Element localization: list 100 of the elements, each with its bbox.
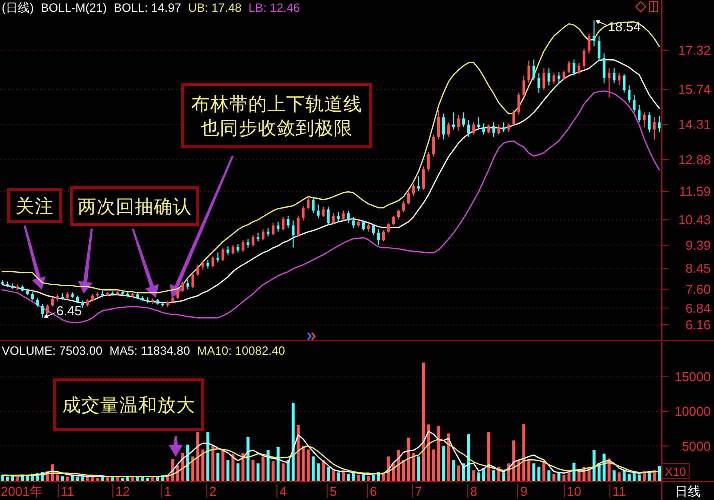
x-tick-label: 10 [567,484,582,499]
bar [372,474,376,481]
bar [91,478,94,481]
bar [548,470,551,481]
bar [26,476,30,481]
bar [1,475,4,481]
note: 关注 [8,188,62,224]
line-series [2,22,660,294]
note: 两次回抽确认 [70,186,200,226]
bar [442,446,446,481]
legend-title: BOLL-M(21) [41,1,108,15]
bar [282,464,285,482]
text: MA10: 10082.40 [197,344,286,358]
x-tick-label: 11 [612,484,626,499]
bar [492,470,496,481]
bar [332,470,336,481]
bar [402,460,406,481]
y-tick-label: 9.39 [686,238,711,254]
bar [6,476,10,481]
bar [76,478,80,481]
bar [246,437,250,481]
bar [638,474,641,481]
y-tick-label: 11.59 [679,184,711,200]
x-tick-label: 5 [330,484,338,499]
annotation: 关注 [16,196,54,217]
bar [412,453,416,481]
bar [316,464,320,482]
bar [477,472,480,481]
bar [222,450,225,481]
bar [16,478,20,481]
bar [422,362,426,481]
bar [322,460,325,481]
bar [216,453,220,481]
bar [427,424,430,481]
x-tick-label: 11 [60,484,74,499]
bar [141,478,144,481]
text: LB: 12.46 [248,1,300,15]
bar [628,474,631,481]
line-series [2,90,660,324]
chart-title: (日线) [2,1,34,15]
bar [612,470,616,481]
bar [206,432,210,481]
y-tick-label: 10000 [674,404,711,419]
x-tick-label: 7 [415,484,422,499]
bar [522,424,526,481]
bar [648,473,651,481]
bar [592,450,596,481]
text: BOLL: 14.97 [114,1,182,15]
bar [357,475,360,481]
bar [432,450,436,481]
x-tick-label: 1 [164,484,172,499]
x-tick-label: 9 [520,484,528,499]
bar [296,425,300,481]
bar [96,478,100,481]
y-tick-label: 7.60 [686,282,711,298]
bar [382,474,386,481]
bar [528,460,531,481]
bar [487,432,490,481]
annotation: 成交量温和放大 [62,394,196,416]
bar [326,467,330,481]
bar [272,462,275,481]
y-tick-label: 6.84 [686,300,711,316]
bar [472,470,476,481]
bar [292,403,295,481]
bar [242,453,245,481]
bar [256,464,260,482]
x-tick-label: 12 [116,484,130,499]
bar [562,475,566,481]
bar [502,472,506,481]
y-tick-label: 15.74 [678,82,711,97]
bar [106,478,110,481]
x-axis-title: 日线 [675,484,701,499]
bar [362,474,366,481]
bar [532,464,536,482]
x-tick-label: 2 [210,484,217,499]
bar [482,468,486,481]
bar [542,462,546,481]
bar [568,472,571,481]
bar [116,478,120,481]
bar [538,467,541,481]
bar [407,438,410,481]
bar [71,475,74,481]
bar [61,476,64,481]
x-tick-label: 2001年 [1,484,43,499]
x-tick-label: 4 [280,484,287,499]
y-tick-label: 17.32 [678,43,711,58]
y-axis-title: X10 [665,465,687,479]
note: 布林带的上下轨道线也同步收敛到极限 [182,84,372,148]
annotation: 布林带的上下轨道线也同步收敛到极限 [192,94,362,139]
bar [262,456,265,481]
chart-title: VOLUME: 7503.00 [2,344,104,358]
bar [196,432,200,481]
bar [417,456,420,481]
bar [232,454,235,481]
bar [212,446,215,481]
bar [512,440,516,481]
bar [226,460,230,481]
bar [652,470,656,481]
bar [552,474,556,481]
bar [367,476,370,481]
